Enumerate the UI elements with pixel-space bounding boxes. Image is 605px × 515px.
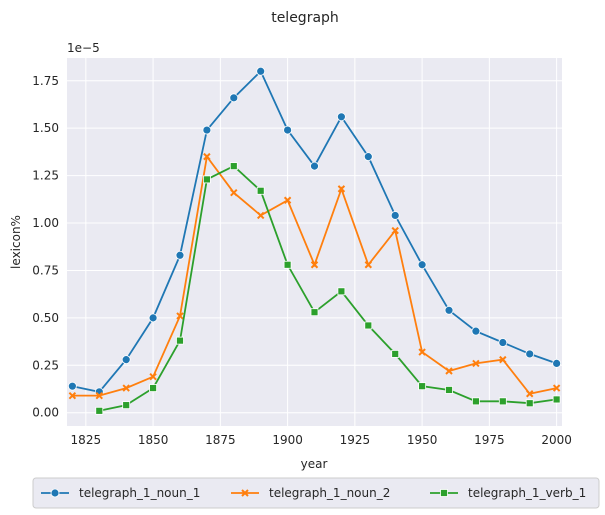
x-tick-label: 1925 bbox=[340, 433, 371, 447]
x-tick-label: 2000 bbox=[541, 433, 572, 447]
data-point bbox=[149, 372, 157, 381]
data-point bbox=[68, 391, 77, 400]
data-point bbox=[364, 321, 373, 330]
y-axis-label: lexicon% bbox=[9, 215, 23, 269]
y-tick-label: 1.75 bbox=[32, 74, 59, 88]
data-point bbox=[149, 384, 157, 392]
legend-label: telegraph_1_noun_1 bbox=[79, 486, 200, 500]
data-point bbox=[95, 391, 103, 400]
data-point bbox=[445, 367, 453, 375]
x-tick-label: 1900 bbox=[272, 433, 303, 447]
data-point bbox=[203, 152, 211, 161]
data-point bbox=[256, 211, 265, 220]
data-point bbox=[256, 186, 265, 195]
data-point bbox=[121, 355, 131, 365]
data-point bbox=[230, 188, 238, 197]
data-point bbox=[418, 348, 426, 356]
legend-label: telegraph_1_verb_1 bbox=[468, 486, 586, 500]
y-tick-label: 1.50 bbox=[32, 121, 59, 135]
series-telegraph_1_noun_2 bbox=[68, 152, 561, 400]
legend-swatch-marker bbox=[440, 489, 448, 497]
y-tick-label: 0.25 bbox=[32, 358, 59, 372]
data-point bbox=[67, 381, 77, 391]
data-point bbox=[337, 287, 346, 296]
x-axis-label: year bbox=[301, 457, 328, 471]
data-point bbox=[176, 312, 184, 320]
data-point bbox=[283, 196, 292, 204]
grid bbox=[67, 58, 562, 426]
data-point bbox=[552, 384, 561, 392]
series-group bbox=[67, 66, 562, 415]
plot-area bbox=[67, 58, 562, 426]
x-tick-label: 1825 bbox=[71, 433, 102, 447]
y-tick-label: 1.00 bbox=[32, 216, 59, 230]
data-point bbox=[337, 112, 346, 122]
y-tick-label: 0.00 bbox=[32, 406, 59, 420]
data-point bbox=[525, 399, 534, 408]
data-point bbox=[418, 382, 427, 391]
data-point bbox=[122, 384, 130, 392]
data-point bbox=[283, 260, 292, 269]
data-point bbox=[176, 336, 184, 345]
data-point bbox=[310, 161, 319, 171]
legend: telegraph_1_noun_1 telegraph_1_noun_2 tele… bbox=[32, 477, 600, 509]
y-tick-label: 0.75 bbox=[32, 263, 59, 277]
data-point bbox=[552, 395, 561, 404]
data-point bbox=[390, 211, 400, 220]
data-point bbox=[391, 350, 400, 358]
data-point bbox=[310, 261, 319, 269]
data-point bbox=[417, 260, 427, 270]
data-point bbox=[471, 326, 481, 336]
legend-swatch-marker bbox=[241, 489, 249, 497]
y-offset-text: 1e−5 bbox=[67, 41, 100, 55]
data-point bbox=[498, 338, 508, 347]
data-point bbox=[256, 66, 266, 76]
chart-title: telegraph bbox=[271, 10, 339, 26]
x-ticks: 1825 1850 1875 1900 1925 1950 1975 2000 bbox=[71, 433, 572, 447]
data-point bbox=[444, 305, 454, 315]
data-point bbox=[95, 406, 104, 415]
data-point bbox=[364, 261, 373, 269]
data-point bbox=[122, 401, 131, 410]
data-point bbox=[148, 313, 158, 323]
data-point bbox=[363, 152, 373, 162]
x-tick-label: 1950 bbox=[407, 433, 438, 447]
y-tick-label: 1.25 bbox=[32, 169, 59, 183]
x-tick-label: 1875 bbox=[205, 433, 236, 447]
y-tick-label: 0.50 bbox=[32, 311, 59, 325]
data-point bbox=[445, 386, 453, 394]
data-point bbox=[552, 359, 562, 368]
legend-label: telegraph_1_noun_2 bbox=[269, 486, 390, 500]
data-point bbox=[498, 397, 507, 406]
x-tick-label: 1975 bbox=[474, 433, 505, 447]
data-point bbox=[310, 308, 319, 317]
data-point bbox=[526, 390, 534, 398]
data-point bbox=[472, 397, 480, 406]
data-point bbox=[525, 349, 535, 359]
data-point bbox=[202, 175, 211, 184]
data-point bbox=[472, 359, 480, 368]
data-point bbox=[175, 250, 185, 260]
data-point bbox=[337, 185, 346, 193]
y-ticks: 0.00 0.25 0.50 0.75 1.00 1.25 1.50 1.75 bbox=[32, 74, 59, 420]
legend-item-telegraph_1_verb_1: telegraph_1_verb_1 bbox=[430, 486, 586, 500]
legend-item-telegraph_1_noun_2: telegraph_1_noun_2 bbox=[231, 486, 390, 500]
data-point bbox=[229, 162, 238, 171]
x-tick-label: 1850 bbox=[138, 433, 169, 447]
data-point bbox=[229, 93, 239, 103]
data-point bbox=[202, 125, 212, 135]
data-point bbox=[499, 355, 507, 364]
legend-box bbox=[32, 477, 600, 509]
series-telegraph_1_verb_1 bbox=[95, 162, 561, 415]
legend-item-telegraph_1_noun_1: telegraph_1_noun_1 bbox=[41, 486, 200, 500]
series-line bbox=[99, 165, 557, 412]
data-point bbox=[391, 226, 399, 235]
data-point bbox=[283, 125, 292, 135]
legend-swatch-marker bbox=[50, 488, 60, 498]
